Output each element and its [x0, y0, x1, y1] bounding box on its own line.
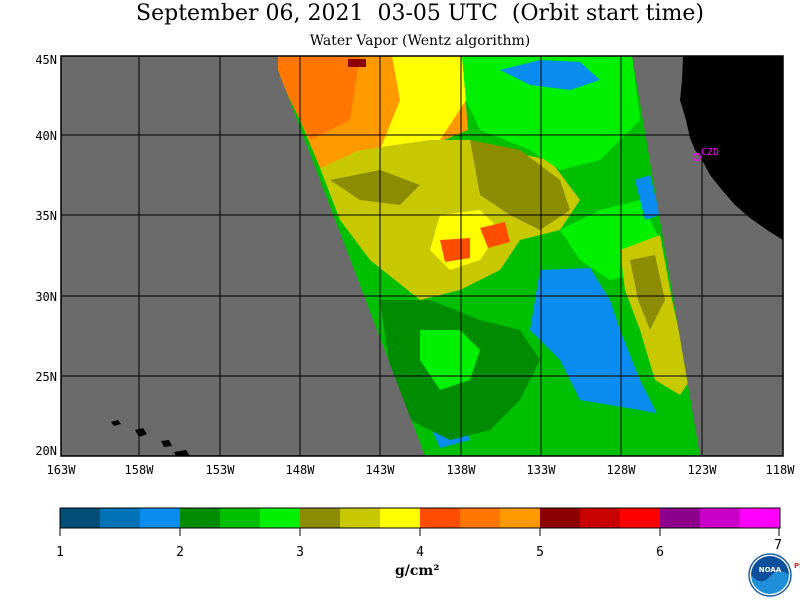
lat-label: 20N	[35, 444, 57, 458]
colorbar-swatch	[460, 508, 501, 528]
lon-label: 123W	[688, 463, 718, 477]
station-label: CZD	[701, 147, 719, 158]
lon-label: 158W	[125, 463, 155, 477]
lon-label: 128W	[607, 463, 637, 477]
lat-label: 30N	[35, 290, 57, 304]
svg-text:NOAA: NOAA	[759, 566, 782, 574]
colorbar-tick-label: 7	[774, 538, 782, 553]
colorbar-swatch	[140, 508, 181, 528]
colorbar-tick-label: 4	[416, 545, 424, 560]
colorbar-tick-label: 3	[296, 545, 304, 560]
lat-label: 25N	[35, 370, 57, 384]
land-mass	[680, 56, 783, 240]
colorbar-swatch	[220, 508, 261, 528]
lon-label: 143W	[366, 463, 396, 477]
lon-label: 118W	[766, 463, 796, 477]
lon-label: 148W	[286, 463, 316, 477]
colorbar-tick-label: 2	[176, 545, 184, 560]
colorbar-swatch	[300, 508, 341, 528]
lat-label: 45N	[35, 53, 57, 67]
lon-label: 138W	[447, 463, 477, 477]
station-marker	[692, 152, 702, 162]
colorbar-swatch	[180, 508, 221, 528]
colorbar-swatch	[60, 508, 101, 528]
lon-label: 163W	[47, 463, 77, 477]
colorbar-swatch	[420, 508, 461, 528]
island	[135, 428, 147, 437]
colorbar-tick-label: 1	[56, 545, 64, 560]
colorbar-swatch	[740, 508, 781, 528]
colorbar-swatch	[340, 508, 381, 528]
colorbar-swatch	[580, 508, 621, 528]
graticule	[61, 56, 783, 456]
colorbar-tick-label: 5	[536, 545, 544, 560]
latitude-axis: 45N 40N 35N 30N 25N 20N	[35, 53, 57, 458]
lon-label: 133W	[527, 463, 557, 477]
page-subtitle: Water Vapor (Wentz algorithm)	[309, 33, 531, 49]
colorbar-swatch	[540, 508, 581, 528]
colorbar-swatch	[700, 508, 741, 528]
plot-frame	[60, 55, 784, 457]
island	[161, 440, 172, 447]
lat-label: 35N	[35, 209, 57, 223]
noaa-logo: NOAA	[748, 553, 792, 597]
blue-region	[530, 268, 660, 430]
longitude-axis: 163W 158W 153W 148W 143W 138W 133W 128W …	[47, 463, 796, 477]
island	[111, 420, 121, 426]
colorbar-swatch	[100, 508, 141, 528]
colorbar-units: g/cm²	[395, 563, 440, 579]
lat-label: 40N	[35, 129, 57, 143]
colorbar-swatch	[380, 508, 421, 528]
colorbar-swatch	[660, 508, 701, 528]
colorbar-swatch	[620, 508, 661, 528]
yellow-region	[380, 56, 466, 150]
lon-label: 153W	[206, 463, 236, 477]
page-title: September 06, 2021 03-05 UTC (Orbit star…	[136, 1, 704, 26]
colorbar-ticks	[59, 528, 780, 536]
colorbar	[60, 508, 781, 528]
island	[174, 450, 190, 456]
colorbar-tick-label: 6	[656, 545, 664, 560]
satellite-swath	[278, 56, 700, 456]
colorbar-swatch	[260, 508, 301, 528]
psl-mark: PSL	[794, 562, 800, 570]
colorbar-swatch	[500, 508, 541, 528]
